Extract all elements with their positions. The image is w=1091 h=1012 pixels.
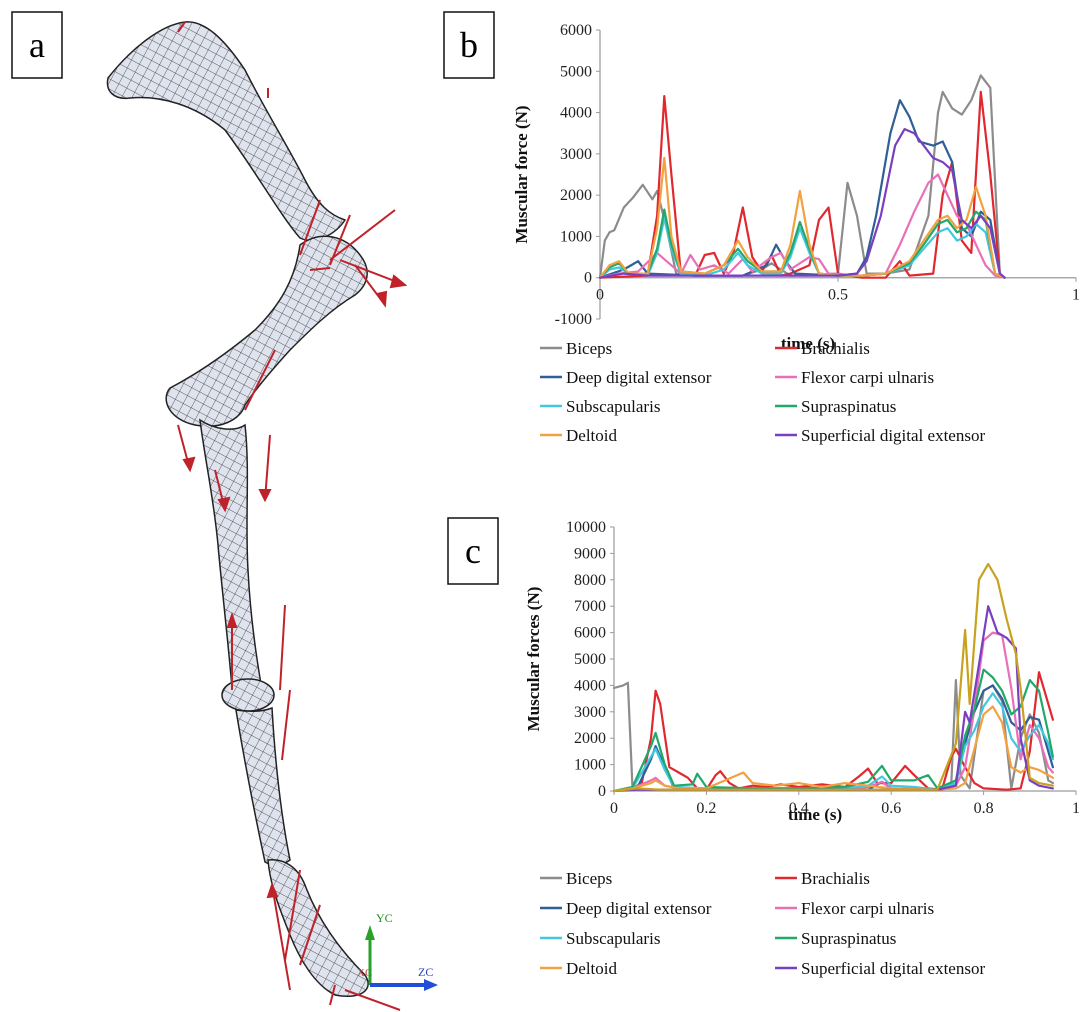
y-tick-label: -1000: [555, 311, 592, 328]
series-line-extra: [612, 562, 1054, 793]
y-axis-title: Muscular forces (N): [524, 587, 543, 732]
series-line-biceps: [598, 74, 1006, 279]
legend-label: Superficial digital extensor: [801, 959, 985, 978]
triad-x-label: XC: [357, 967, 372, 979]
x-tick-label: 0: [596, 287, 604, 304]
series-line-supraspinatus: [612, 668, 1054, 793]
x-tick-label: 0.8: [974, 800, 994, 817]
legend-label: Flexor carpi ulnaris: [801, 368, 934, 387]
carpus-joint: [221, 678, 275, 712]
panel-label-b-text: b: [460, 25, 478, 65]
panel-label-c-text: c: [465, 531, 481, 571]
y-tick-label: 1000: [574, 757, 606, 774]
y-tick-label: 2000: [560, 187, 592, 204]
y-axis-title: Muscular force (N): [512, 105, 531, 243]
y-tick-label: 0: [598, 783, 606, 800]
legend-label: Brachialis: [801, 339, 870, 358]
legend-label: Brachialis: [801, 869, 870, 888]
legend-label: Supraspinatus: [801, 397, 896, 416]
y-tick-label: 5000: [574, 651, 606, 668]
legend-label: Flexor carpi ulnaris: [801, 899, 934, 918]
y-tick-label: 2000: [574, 730, 606, 747]
legend-label: Deltoid: [566, 426, 617, 445]
humerus-bone: [165, 235, 368, 427]
triad-z-label: ZC: [418, 965, 433, 979]
y-tick-label: 3000: [574, 704, 606, 721]
y-tick-label: 10000: [566, 519, 606, 536]
series-line-superficial-digital-extensor: [598, 128, 1006, 279]
y-tick-label: 3000: [560, 146, 592, 163]
y-tick-label: 9000: [574, 545, 606, 562]
series-line-subscapularis: [612, 692, 1054, 793]
legend-label: Superficial digital extensor: [801, 426, 985, 445]
y-tick-label: 5000: [560, 63, 592, 80]
legend-label: Biceps: [566, 869, 612, 888]
legend-label: Deltoid: [566, 959, 617, 978]
legend-label: Deep digital extensor: [566, 899, 712, 918]
series-line-superficial-digital-extensor: [612, 605, 1054, 793]
y-tick-label: 7000: [574, 598, 606, 615]
force-arrows: [177, 21, 408, 1011]
limb-mesh-illustration: YC ZC XC: [106, 21, 438, 1011]
coordinate-triad: YC ZC XC: [357, 911, 438, 991]
pastern-hoof: [267, 859, 369, 997]
x-axis-title: time (s): [788, 805, 842, 824]
y-tick-label: 6000: [560, 22, 592, 39]
panel-label-b: b: [443, 11, 495, 79]
y-tick-label: 1000: [560, 228, 592, 245]
legend-label: Subscapularis: [566, 929, 660, 948]
x-tick-label: 1: [1072, 800, 1080, 817]
series-line-supraspinatus: [598, 208, 1006, 279]
y-tick-label: 0: [584, 270, 592, 287]
panel-label-a-text: a: [29, 25, 45, 65]
triad-y-label: YC: [376, 911, 393, 925]
cannon-bone: [235, 706, 291, 866]
y-tick-label: 8000: [574, 572, 606, 589]
scapula-bone: [106, 21, 347, 241]
panel-label-c: c: [447, 517, 499, 585]
x-tick-label: 0.2: [696, 800, 716, 817]
x-tick-label: 0.4: [789, 800, 809, 817]
legend-label: Subscapularis: [566, 397, 660, 416]
series-line-deltoid: [598, 156, 1006, 279]
y-tick-label: 4000: [574, 677, 606, 694]
x-tick-label: 1: [1072, 287, 1080, 304]
series-line-brachialis: [612, 671, 1054, 793]
y-tick-label: 6000: [574, 625, 606, 642]
x-tick-label: 0.5: [828, 287, 848, 304]
legend-label: Biceps: [566, 339, 612, 358]
chart-c: 0100020003000400050006000700080009000100…: [524, 519, 1080, 978]
panel-label-a: a: [11, 11, 63, 79]
legend-label: Deep digital extensor: [566, 368, 712, 387]
x-tick-label: 0.6: [881, 800, 901, 817]
y-tick-label: 4000: [560, 105, 592, 122]
legend-label: Supraspinatus: [801, 929, 896, 948]
series-line-deltoid: [612, 705, 1054, 793]
x-tick-label: 0: [610, 800, 618, 817]
